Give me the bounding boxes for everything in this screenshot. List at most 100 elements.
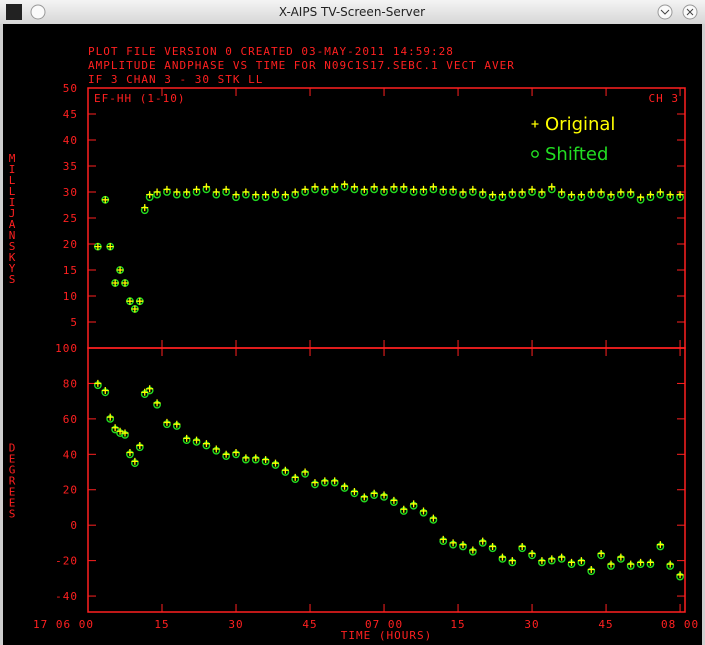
point	[607, 191, 615, 199]
point	[311, 183, 319, 191]
y-tick-label: 40	[63, 134, 78, 147]
point	[489, 542, 497, 550]
point	[212, 188, 220, 196]
y-tick-label: 20	[63, 484, 78, 497]
point	[173, 188, 181, 196]
point	[141, 204, 149, 212]
point	[459, 188, 467, 196]
y-tick-label: 80	[63, 377, 78, 390]
point	[341, 482, 349, 490]
header-line: AMPLITUDE ANDPHASE VS TIME FOR N09C1S17.…	[88, 59, 515, 72]
point	[126, 297, 134, 305]
y-tick-label: 0	[70, 519, 78, 532]
screen	[3, 24, 702, 645]
point	[548, 183, 556, 191]
point	[252, 191, 260, 199]
point	[646, 191, 654, 199]
point	[577, 557, 585, 565]
point	[558, 553, 566, 561]
point	[271, 188, 279, 196]
point	[370, 183, 378, 191]
point	[449, 539, 457, 547]
y-tick-label: 100	[55, 342, 78, 355]
header-line: IF 3 CHAN 3 - 30 STK LL	[88, 73, 263, 86]
point	[538, 188, 546, 196]
point	[429, 183, 437, 191]
point	[479, 188, 487, 196]
y-axis-label: MILLIJANSKYS	[6, 152, 19, 284]
x-tick-label: 17 06 00	[33, 618, 94, 631]
x-tick-label: 07 00	[365, 618, 403, 631]
point	[350, 183, 358, 191]
point	[281, 191, 289, 199]
point	[126, 449, 134, 457]
point	[232, 449, 240, 457]
point	[212, 445, 220, 453]
y-tick-label: 50	[63, 82, 78, 95]
point	[380, 185, 388, 193]
point	[489, 191, 497, 199]
point	[163, 418, 171, 426]
y-tick-label: 60	[63, 413, 78, 426]
point	[370, 489, 378, 497]
point	[637, 558, 645, 566]
y-tick-label: 35	[63, 160, 78, 173]
point	[291, 188, 299, 196]
point	[183, 188, 191, 196]
legend-marker	[531, 150, 539, 158]
point	[202, 183, 210, 191]
point	[410, 185, 418, 193]
point	[106, 413, 114, 421]
legend-label: Shifted	[545, 144, 608, 165]
menu-button[interactable]	[30, 4, 46, 20]
point	[390, 496, 398, 504]
y-tick-label: 5	[70, 316, 78, 329]
window-title: X-AIPS TV-Screen-Server	[279, 5, 425, 19]
point	[94, 379, 102, 387]
point	[420, 507, 428, 515]
point	[469, 546, 477, 554]
point	[469, 185, 477, 193]
point	[666, 560, 674, 568]
point	[311, 479, 319, 487]
legend-label: Original	[545, 114, 615, 135]
point	[627, 188, 635, 196]
point	[153, 399, 161, 407]
minimize-button[interactable]	[657, 4, 673, 20]
y-tick-label: 45	[63, 108, 78, 121]
point	[116, 427, 124, 435]
point	[301, 468, 309, 476]
point	[439, 535, 447, 543]
app-icon[interactable]	[6, 4, 22, 20]
point	[449, 185, 457, 193]
y-tick-label: 10	[63, 290, 78, 303]
point	[222, 185, 230, 193]
point	[136, 297, 144, 305]
point	[321, 185, 329, 193]
plot-frame	[87, 347, 686, 613]
point	[617, 188, 625, 196]
point	[360, 185, 368, 193]
point	[252, 454, 260, 462]
x-tick-label: 15	[450, 618, 465, 631]
point	[439, 185, 447, 193]
y-tick-label: 40	[63, 448, 78, 461]
point	[153, 188, 161, 196]
point	[331, 477, 339, 485]
y-axis-label: DEGREES	[6, 442, 19, 519]
x-axis-label: TIME (HOURS)	[341, 629, 432, 642]
channel-label: CH 3	[649, 92, 680, 105]
point	[380, 491, 388, 499]
point	[518, 188, 526, 196]
point	[321, 477, 329, 485]
point	[479, 537, 487, 545]
point	[360, 493, 368, 501]
header-line: PLOT FILE VERSION 0 CREATED 03-MAY-2011 …	[88, 45, 454, 58]
point	[94, 243, 102, 251]
point	[627, 560, 635, 568]
y-tick-label: 25	[63, 212, 78, 225]
point	[146, 191, 154, 199]
point	[656, 541, 664, 549]
point	[637, 193, 645, 201]
